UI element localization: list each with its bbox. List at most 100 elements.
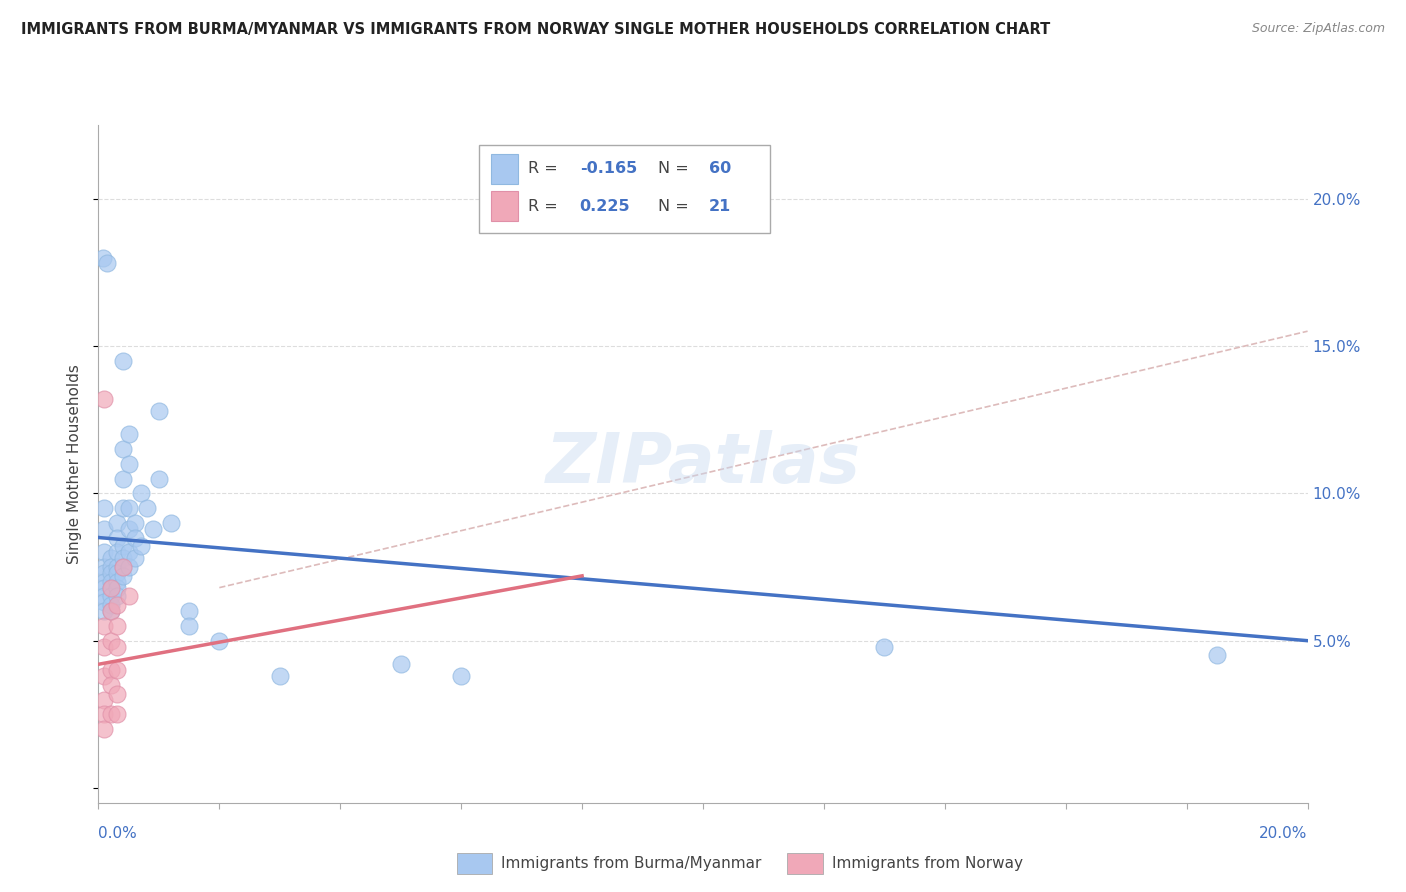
Point [269, 669, 291, 683]
Point [93, 640, 115, 654]
Point [118, 560, 141, 574]
Text: ZIPatlas: ZIPatlas [546, 430, 860, 498]
Point [100, 560, 122, 574]
Point [111, 442, 134, 456]
Point [179, 604, 201, 618]
Point [93, 707, 115, 722]
Point [93, 722, 115, 736]
Point [96, 256, 118, 270]
Point [1206, 648, 1229, 663]
Point [93, 574, 115, 589]
Point [93, 604, 115, 618]
Point [100, 599, 122, 613]
Point [93, 522, 115, 536]
Point [118, 522, 141, 536]
Text: 0.0%: 0.0% [98, 826, 138, 841]
Point [389, 657, 412, 672]
Point [105, 707, 128, 722]
Text: IMMIGRANTS FROM BURMA/MYANMAR VS IMMIGRANTS FROM NORWAY SINGLE MOTHER HOUSEHOLDS: IMMIGRANTS FROM BURMA/MYANMAR VS IMMIGRA… [21, 22, 1050, 37]
Text: N =: N = [658, 199, 695, 214]
Point [105, 590, 128, 604]
Bar [787, 853, 823, 874]
Bar [492, 191, 517, 221]
Point [100, 581, 122, 595]
Point [105, 619, 128, 633]
Text: 21: 21 [709, 199, 731, 214]
Point [100, 574, 122, 589]
Point [111, 353, 134, 368]
Point [105, 545, 128, 559]
Point [873, 640, 896, 654]
Point [111, 540, 134, 554]
Point [93, 669, 115, 683]
Bar [457, 853, 492, 874]
Point [129, 540, 152, 554]
Point [148, 404, 170, 418]
Point [111, 551, 134, 566]
Point [100, 633, 122, 648]
Point [111, 560, 134, 574]
Point [208, 633, 231, 648]
Point [124, 551, 146, 566]
Point [148, 472, 170, 486]
Point [100, 581, 122, 595]
Point [93, 590, 115, 604]
Point [135, 501, 157, 516]
Point [100, 604, 122, 618]
Point [93, 692, 115, 706]
Point [100, 678, 122, 692]
Point [105, 663, 128, 677]
Point [93, 501, 115, 516]
Point [118, 545, 141, 559]
Point [105, 516, 128, 530]
Point [124, 516, 146, 530]
Point [105, 599, 128, 613]
Text: Immigrants from Norway: Immigrants from Norway [832, 856, 1024, 871]
Point [124, 531, 146, 545]
Point [93, 619, 115, 633]
Point [111, 501, 134, 516]
Point [100, 707, 122, 722]
Point [91, 251, 114, 265]
FancyBboxPatch shape [479, 145, 769, 234]
Bar [492, 153, 517, 185]
Point [118, 501, 141, 516]
Text: -0.165: -0.165 [579, 161, 637, 177]
Point [179, 619, 201, 633]
Point [105, 640, 128, 654]
Point [93, 545, 115, 559]
Text: Immigrants from Burma/Myanmar: Immigrants from Burma/Myanmar [501, 856, 761, 871]
Point [100, 551, 122, 566]
Text: Source: ZipAtlas.com: Source: ZipAtlas.com [1251, 22, 1385, 36]
Point [93, 560, 115, 574]
Point [100, 663, 122, 677]
Point [105, 566, 128, 580]
Point [450, 669, 472, 683]
Point [105, 531, 128, 545]
Point [105, 574, 128, 589]
Point [160, 516, 183, 530]
Point [111, 472, 134, 486]
Point [100, 604, 122, 618]
Text: R =: R = [527, 161, 562, 177]
Point [142, 522, 165, 536]
Point [100, 590, 122, 604]
Point [111, 569, 134, 583]
Text: 20.0%: 20.0% [1260, 826, 1308, 841]
Point [118, 457, 141, 471]
Text: 60: 60 [709, 161, 731, 177]
Text: N =: N = [658, 161, 695, 177]
Text: R =: R = [527, 199, 562, 214]
Y-axis label: Single Mother Households: Single Mother Households [67, 364, 83, 564]
Point [100, 566, 122, 580]
Point [129, 486, 152, 500]
Point [105, 581, 128, 595]
Point [93, 581, 115, 595]
Point [93, 566, 115, 580]
Point [93, 392, 115, 406]
Point [93, 595, 115, 609]
Point [111, 560, 134, 574]
Point [118, 427, 141, 442]
Point [105, 687, 128, 701]
Point [105, 560, 128, 574]
